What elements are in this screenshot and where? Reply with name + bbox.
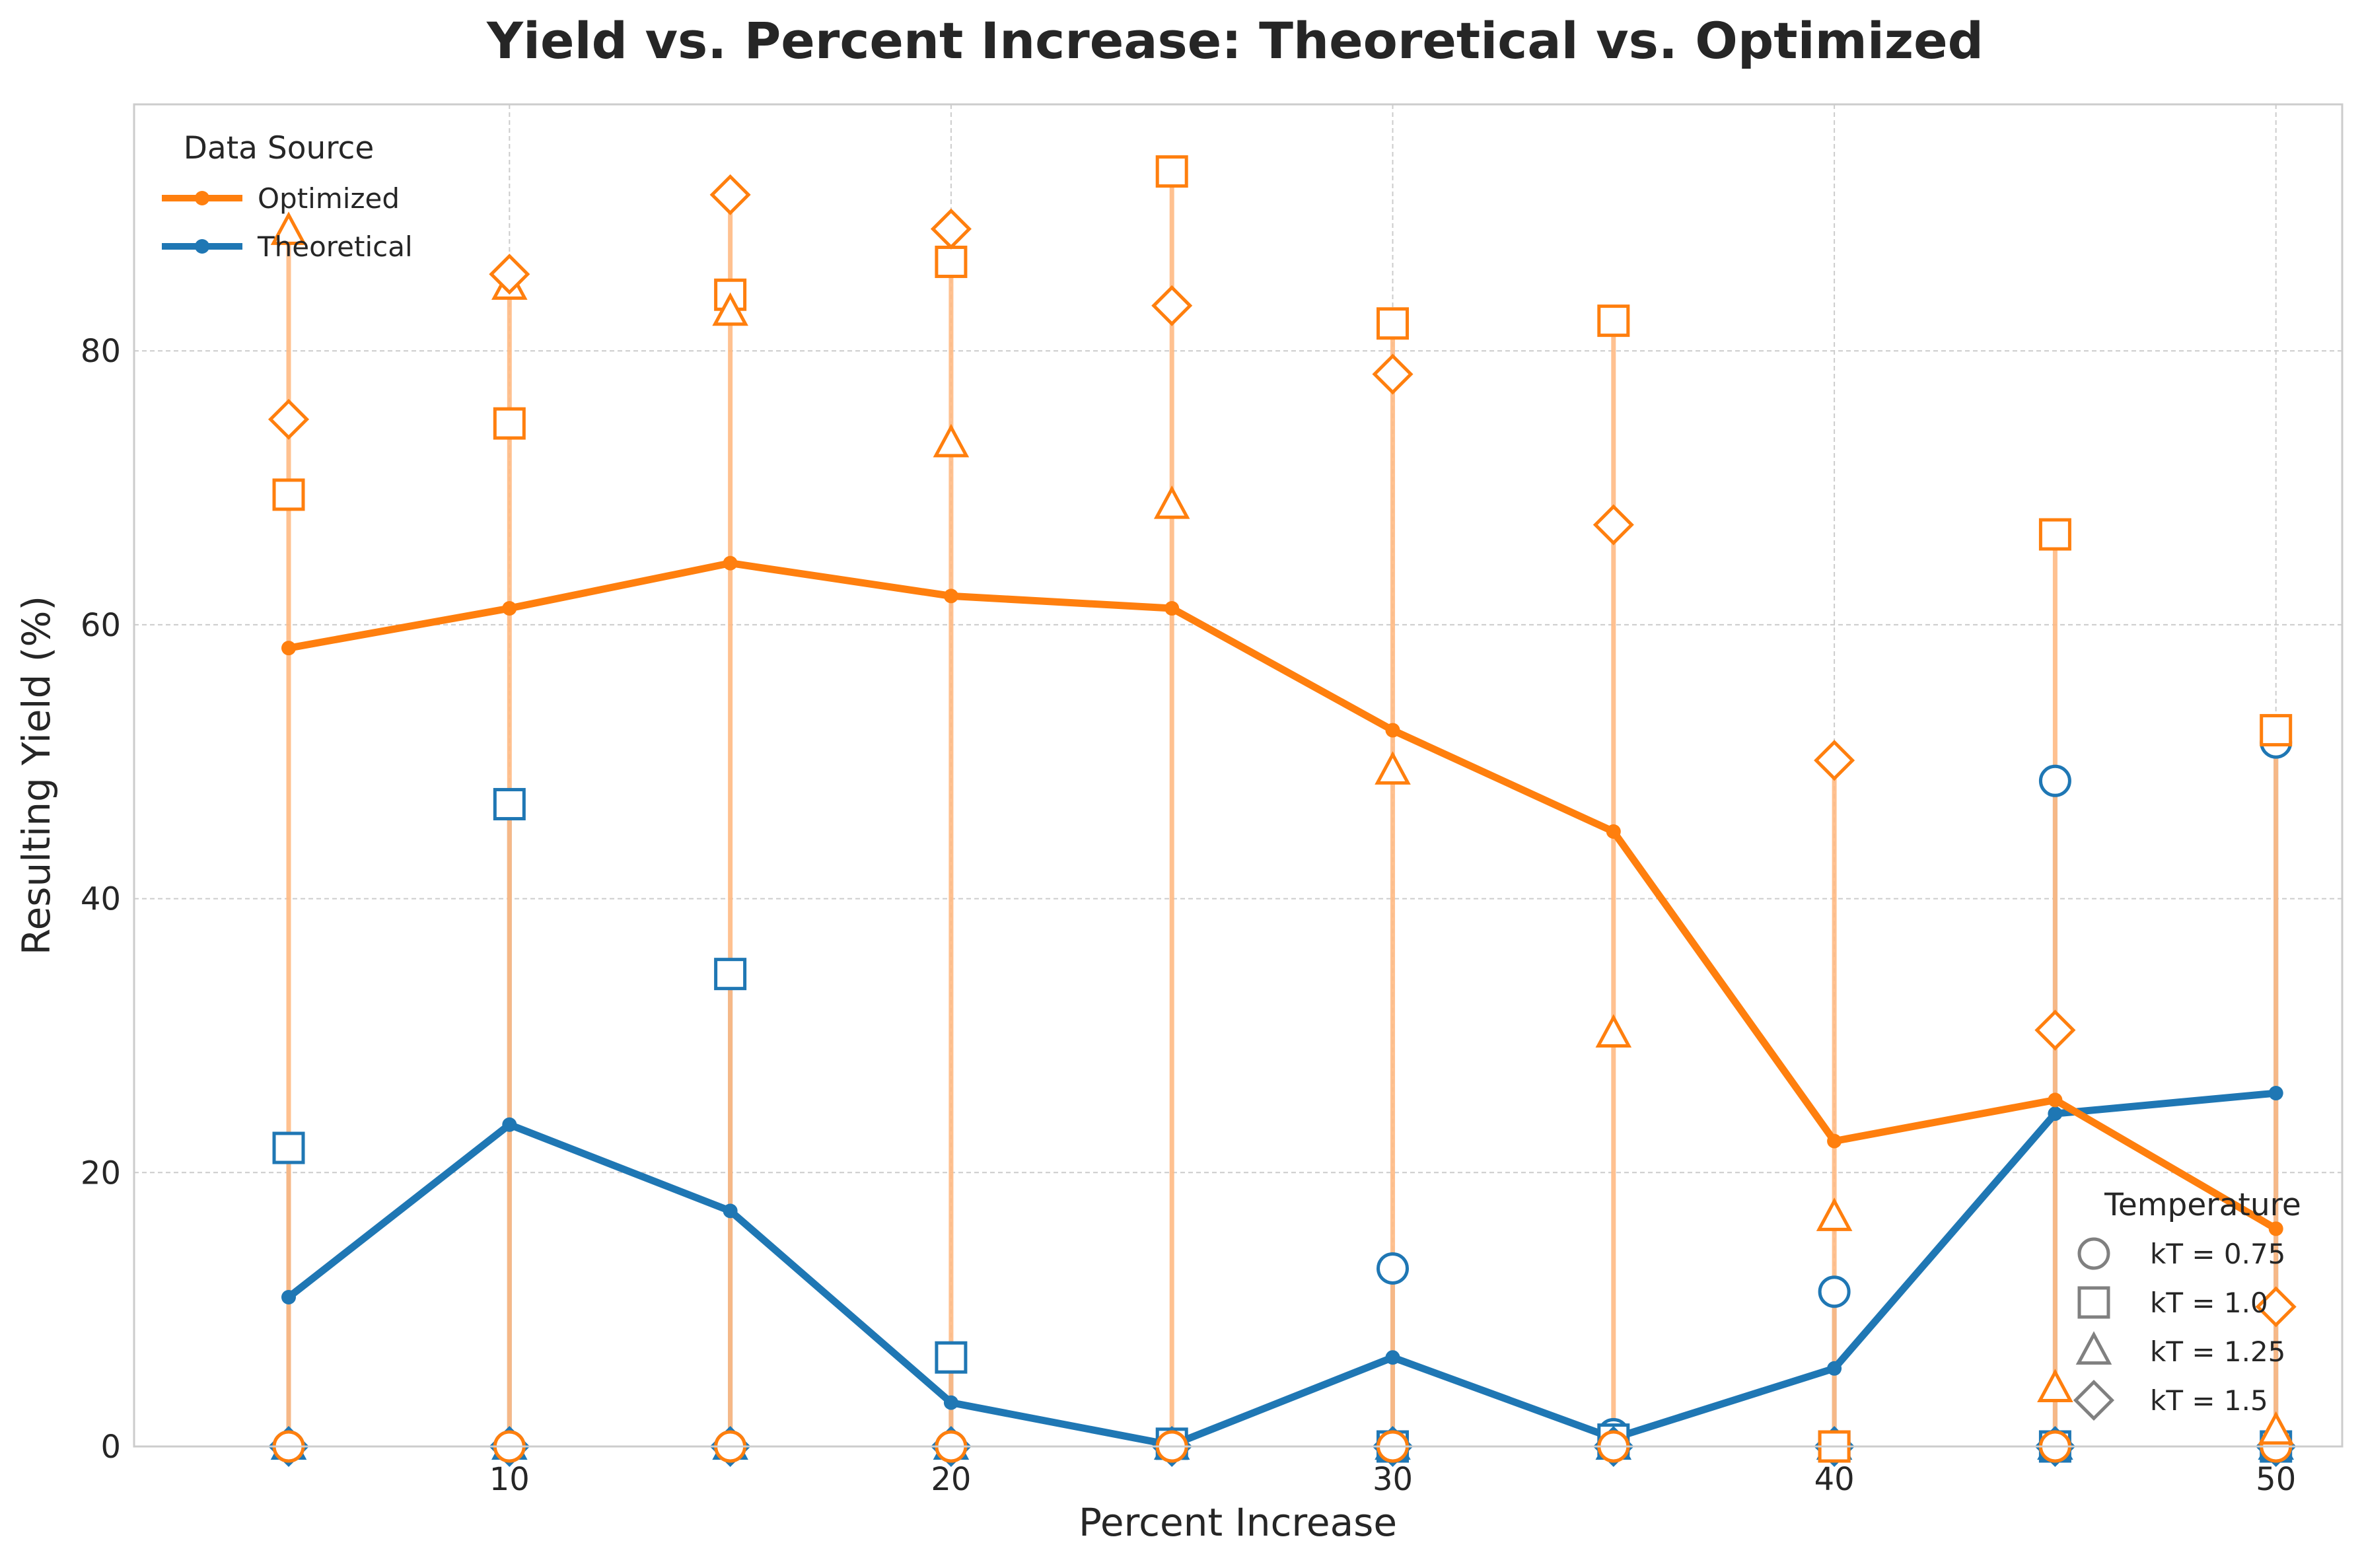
optimized-marker bbox=[2260, 714, 2293, 747]
plot-frame bbox=[133, 103, 2344, 1448]
point-markers bbox=[268, 155, 2297, 1468]
optimized-marker bbox=[2038, 518, 2071, 551]
y-tick-label: 80 bbox=[81, 333, 121, 370]
optimized-marker bbox=[2258, 1411, 2294, 1445]
grid bbox=[134, 104, 2342, 1447]
optimized-marker bbox=[1593, 504, 1634, 546]
legend-temperature-label: kT = 1.25 bbox=[2150, 1336, 2285, 1368]
optimized-marker bbox=[1816, 1197, 1853, 1231]
legend-label-theoretical: Theoretical bbox=[257, 231, 413, 263]
legend-circle-marker bbox=[2077, 1237, 2110, 1270]
optimized-marker bbox=[1814, 740, 1855, 781]
optimized-mean-point bbox=[281, 641, 297, 656]
optimized-mean-point bbox=[943, 588, 958, 604]
legend-data-source: Data Source Optimized Theoretical bbox=[162, 130, 413, 263]
legend-label-optimized: Optimized bbox=[258, 182, 400, 215]
theoretical-mean-point bbox=[1827, 1361, 1842, 1376]
optimized-marker bbox=[489, 254, 530, 295]
y-tick-label: 40 bbox=[81, 881, 121, 918]
optimized-marker bbox=[1372, 353, 1414, 395]
theoretical-mean-point bbox=[502, 1117, 517, 1132]
optimized-marker bbox=[1153, 485, 1190, 519]
optimized-marker bbox=[935, 245, 968, 278]
x-tick-label: 30 bbox=[1373, 1461, 1413, 1498]
theoretical-marker bbox=[935, 1341, 968, 1374]
range-lines bbox=[286, 171, 2279, 1446]
x-tick-label: 10 bbox=[489, 1461, 530, 1498]
optimized-mean-point bbox=[723, 555, 738, 571]
legend-triangle-marker bbox=[2075, 1331, 2112, 1365]
optimized-marker bbox=[1595, 1014, 1632, 1048]
theoretical-marker bbox=[1377, 1252, 1410, 1285]
y-tick-label: 20 bbox=[81, 1155, 121, 1192]
optimized-marker bbox=[270, 211, 307, 245]
optimized-marker bbox=[712, 292, 748, 326]
chart-title: Yield vs. Percent Increase: Theoretical … bbox=[486, 11, 1984, 70]
optimized-marker bbox=[709, 174, 751, 215]
y-axis-label: Resulting Yield (%) bbox=[14, 596, 59, 955]
theoretical-marker bbox=[493, 788, 526, 821]
optimized-marker bbox=[1375, 751, 1411, 785]
x-tick-label: 20 bbox=[931, 1461, 971, 1498]
optimized-marker bbox=[930, 208, 972, 250]
legend-temperature-title: Temperature bbox=[2104, 1187, 2301, 1223]
theoretical-mean-point bbox=[723, 1203, 738, 1219]
legend-temperature-label: kT = 1.0 bbox=[2150, 1287, 2268, 1319]
theoretical-mean-point bbox=[1385, 1350, 1400, 1365]
optimized-marker bbox=[1151, 285, 1193, 326]
x-tick-label: 40 bbox=[1814, 1461, 1855, 1498]
optimized-mean-point bbox=[502, 601, 517, 616]
legend-temperature-label: kT = 0.75 bbox=[2150, 1238, 2285, 1270]
legend-temperature: Temperature kT = 0.75 kT = 1.0 kT = 1.25 kT … bbox=[2073, 1187, 2301, 1421]
optimized-mean-line bbox=[288, 559, 2278, 1232]
optimized-mean-point bbox=[1164, 601, 1180, 616]
legend-diamond-marker bbox=[2073, 1379, 2115, 1421]
optimized-marker bbox=[1377, 307, 1410, 340]
theoretical-marker bbox=[2038, 764, 2071, 797]
x-tick-label: 50 bbox=[2256, 1461, 2296, 1498]
optimized-marker bbox=[2037, 1369, 2073, 1403]
tick-labels: 10 20 30 40 50 0 20 40 60 80 bbox=[81, 333, 2296, 1498]
theoretical-marker bbox=[714, 958, 747, 991]
x-axis-label: Percent Increase bbox=[1079, 1500, 1397, 1545]
theoretical-mean-line bbox=[286, 1089, 2277, 1449]
y-tick-label: 0 bbox=[100, 1429, 121, 1466]
legend-square-marker bbox=[2077, 1286, 2110, 1319]
theoretical-mean-point bbox=[943, 1395, 958, 1410]
optimized-marker bbox=[1597, 304, 1630, 338]
optimized-marker bbox=[2034, 1009, 2076, 1051]
y-tick-label: 60 bbox=[81, 607, 121, 644]
optimized-marker bbox=[1155, 155, 1188, 188]
optimized-mean-point bbox=[1606, 824, 1621, 839]
optimized-marker bbox=[268, 398, 310, 440]
legend-data-source-title: Data Source bbox=[184, 130, 375, 166]
optimized-mean-point bbox=[2048, 1092, 2063, 1108]
optimized-mean-point bbox=[1827, 1133, 1842, 1149]
optimized-marker bbox=[493, 407, 526, 440]
optimized-marker bbox=[933, 423, 970, 458]
mean-lines bbox=[281, 555, 2283, 1452]
theoretical-mean-point bbox=[2268, 1086, 2283, 1101]
legend-temperature-label: kT = 1.5 bbox=[2150, 1384, 2268, 1417]
theoretical-marker bbox=[272, 1131, 305, 1164]
legend-dot-optimized bbox=[195, 191, 209, 205]
optimized-mean-point bbox=[1385, 723, 1400, 738]
optimized-mean-point bbox=[2268, 1221, 2283, 1236]
theoretical-mean-point bbox=[281, 1289, 297, 1304]
optimized-marker bbox=[272, 478, 305, 511]
theoretical-marker bbox=[1818, 1275, 1851, 1308]
theoretical-mean-point bbox=[2048, 1106, 2063, 1122]
legend-dot-theoretical bbox=[195, 239, 209, 254]
optimized-marker bbox=[2255, 1286, 2297, 1328]
